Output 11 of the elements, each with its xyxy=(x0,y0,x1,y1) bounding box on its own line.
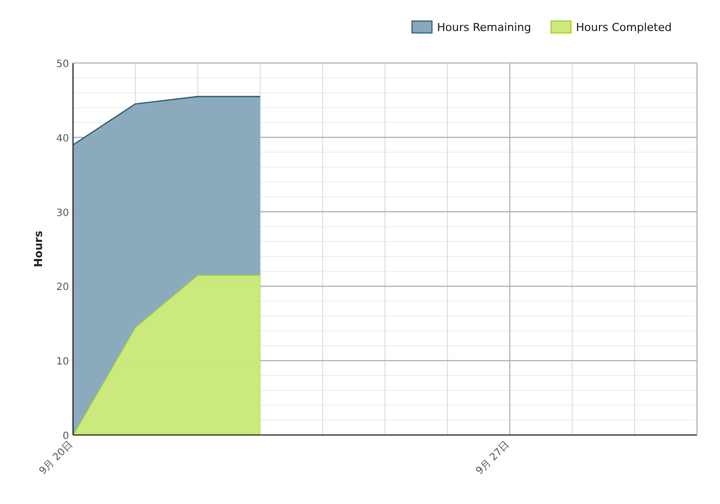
y-axis-title: Hours xyxy=(32,230,45,268)
x-tick-label: 9月 27日 xyxy=(474,439,512,478)
y-tick-label: 10 xyxy=(56,356,69,368)
y-tick-label: 20 xyxy=(56,282,69,294)
y-tick-label: 40 xyxy=(56,133,69,144)
y-tick-label: 30 xyxy=(56,208,69,219)
y-tick-label: 0 xyxy=(62,431,69,442)
legend-label: Hours Remaining xyxy=(437,21,532,34)
legend-label: Hours Completed xyxy=(576,21,672,34)
x-tick-label: 9月 20日 xyxy=(37,439,76,478)
y-tick-label: 50 xyxy=(56,59,69,70)
